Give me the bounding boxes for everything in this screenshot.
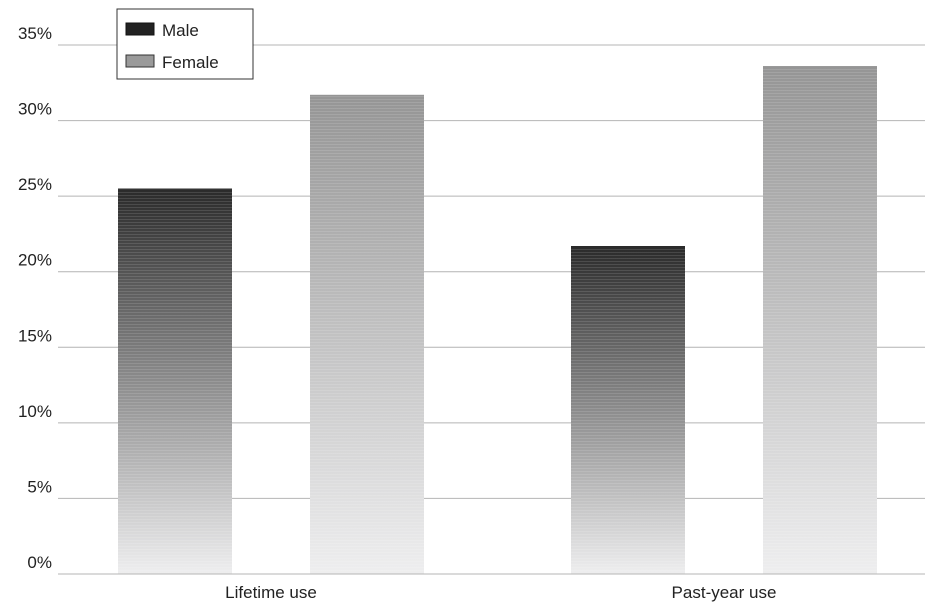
legend-label-male: Male bbox=[162, 21, 199, 40]
legend: Male Female bbox=[116, 8, 254, 80]
x-category-label: Past-year use bbox=[672, 583, 777, 602]
y-axis-ticks: 0% 5% 10% 15% 20% 25% 30% 35% bbox=[18, 24, 52, 572]
y-tick-label: 0% bbox=[27, 553, 52, 572]
legend-swatch-male bbox=[125, 22, 155, 36]
bar-texture bbox=[310, 94, 424, 575]
bar-texture bbox=[763, 66, 877, 574]
legend-swatch-female bbox=[125, 54, 155, 68]
x-category-label: Lifetime use bbox=[225, 583, 317, 602]
y-tick-label: 35% bbox=[18, 24, 52, 43]
x-axis-labels: Lifetime use Past-year use bbox=[225, 583, 776, 602]
y-tick-label: 10% bbox=[18, 402, 52, 421]
y-tick-label: 30% bbox=[18, 100, 52, 119]
y-tick-label: 5% bbox=[27, 477, 52, 496]
y-tick-label: 15% bbox=[18, 326, 52, 345]
y-tick-label: 20% bbox=[18, 251, 52, 270]
bars bbox=[58, 66, 925, 575]
bar-texture bbox=[118, 188, 232, 575]
bar-texture bbox=[571, 246, 685, 574]
legend-label-female: Female bbox=[162, 53, 219, 72]
y-tick-label: 25% bbox=[18, 175, 52, 194]
